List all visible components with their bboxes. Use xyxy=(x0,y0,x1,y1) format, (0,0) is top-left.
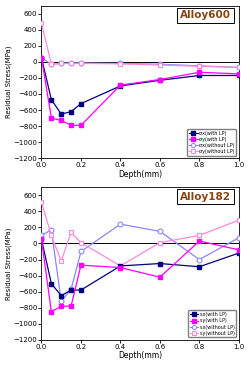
X-axis label: Depth(mm): Depth(mm) xyxy=(118,170,162,179)
Y-axis label: Residual Stress(MPa): Residual Stress(MPa) xyxy=(6,46,12,118)
Text: Alloy600: Alloy600 xyxy=(180,10,231,20)
Legend: σx(with LP), σy(with LP), σx(without LP), σy(without LP): σx(with LP), σy(with LP), σx(without LP)… xyxy=(187,129,236,156)
Legend: sx(with LP), sy(with LP), sx(without LP), sy(without LP): sx(with LP), sy(with LP), sx(without LP)… xyxy=(188,310,236,337)
Y-axis label: Residual Stress(MPa): Residual Stress(MPa) xyxy=(6,227,12,300)
X-axis label: Depth(mm): Depth(mm) xyxy=(118,351,162,361)
Text: Alloy182: Alloy182 xyxy=(180,192,231,202)
